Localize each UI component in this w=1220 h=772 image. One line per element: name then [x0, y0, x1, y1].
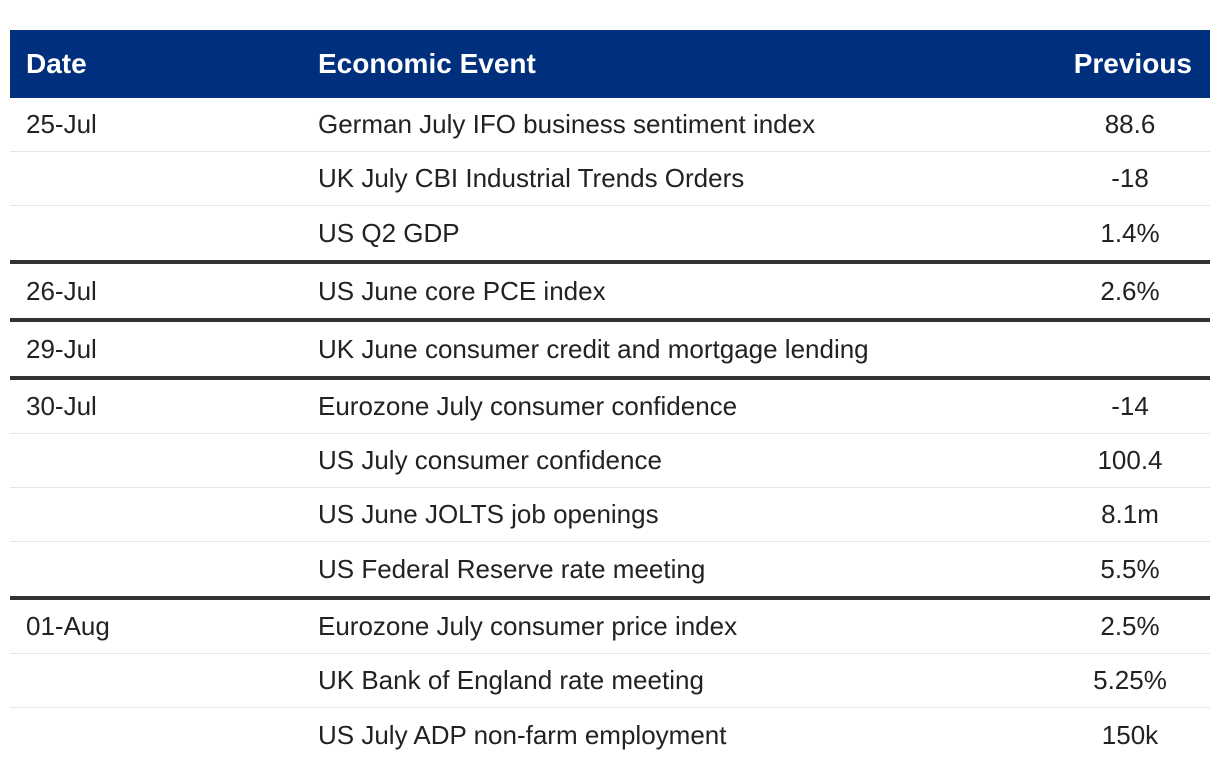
row-event: Eurozone July consumer confidence — [318, 391, 738, 421]
row-event: US July consumer confidence — [318, 445, 662, 475]
row-event: Eurozone July consumer price index — [318, 611, 738, 641]
table-row: US Q2 GDP 1.4% — [10, 206, 1210, 264]
table-row: 29-Jul UK June consumer credit and mortg… — [10, 322, 1210, 380]
row-event: US June core PCE index — [318, 275, 606, 306]
table-header: Date Economic Event Previous — [10, 30, 1210, 98]
row-event: German July IFO business sentiment index — [318, 109, 816, 139]
row-event: US June JOLTS job openings — [318, 499, 659, 529]
row-date: 26-Jul — [26, 275, 97, 306]
row-date: 25-Jul — [26, 109, 97, 139]
table-row: US June JOLTS job openings 8.1m — [10, 488, 1210, 542]
table-row: 25-Jul German July IFO business sentimen… — [10, 98, 1210, 152]
row-previous: 8.1m — [1101, 499, 1159, 529]
table-row: UK July CBI Industrial Trends Orders -18 — [10, 152, 1210, 206]
table-row: US July consumer confidence 100.4 — [10, 434, 1210, 488]
row-event: US Q2 GDP — [318, 217, 460, 248]
row-event: UK June consumer credit and mortgage len… — [318, 333, 869, 364]
row-previous: 5.5% — [1100, 553, 1160, 584]
row-date: 01-Aug — [26, 611, 110, 641]
table-row: 26-Jul US June core PCE index 2.6% — [10, 264, 1210, 322]
row-date: 29-Jul — [26, 333, 97, 364]
row-previous: 1.4% — [1100, 217, 1160, 248]
table-row: UK Bank of England rate meeting 5.25% — [10, 654, 1210, 708]
table-row: US July ADP non-farm employment 150k — [10, 708, 1210, 762]
table-row: 30-Jul Eurozone July consumer confidence… — [10, 380, 1210, 434]
row-event: UK July CBI Industrial Trends Orders — [318, 163, 745, 193]
row-date: 30-Jul — [26, 391, 97, 421]
column-header-date: Date — [26, 48, 87, 79]
table-row: 01-Aug Eurozone July consumer price inde… — [10, 600, 1210, 654]
table-row: US Federal Reserve rate meeting 5.5% — [10, 542, 1210, 600]
economic-calendar-table: Date Economic Event Previous 25-Jul Germ… — [10, 30, 1210, 762]
row-previous: 100.4 — [1097, 445, 1163, 475]
row-event: US July ADP non-farm employment — [318, 719, 727, 750]
row-previous: 5.25% — [1093, 665, 1167, 695]
row-previous: 150k — [1101, 719, 1159, 750]
column-header-previous: Previous — [1073, 48, 1192, 79]
row-previous: 88.6 — [1104, 109, 1156, 139]
row-previous: 2.5% — [1100, 611, 1160, 641]
row-previous: -18 — [1111, 163, 1149, 193]
row-event: UK Bank of England rate meeting — [318, 665, 704, 695]
row-event: US Federal Reserve rate meeting — [318, 553, 706, 584]
row-previous: -14 — [1111, 391, 1149, 421]
row-previous: 2.6% — [1100, 275, 1160, 306]
column-header-event: Economic Event — [318, 48, 536, 79]
